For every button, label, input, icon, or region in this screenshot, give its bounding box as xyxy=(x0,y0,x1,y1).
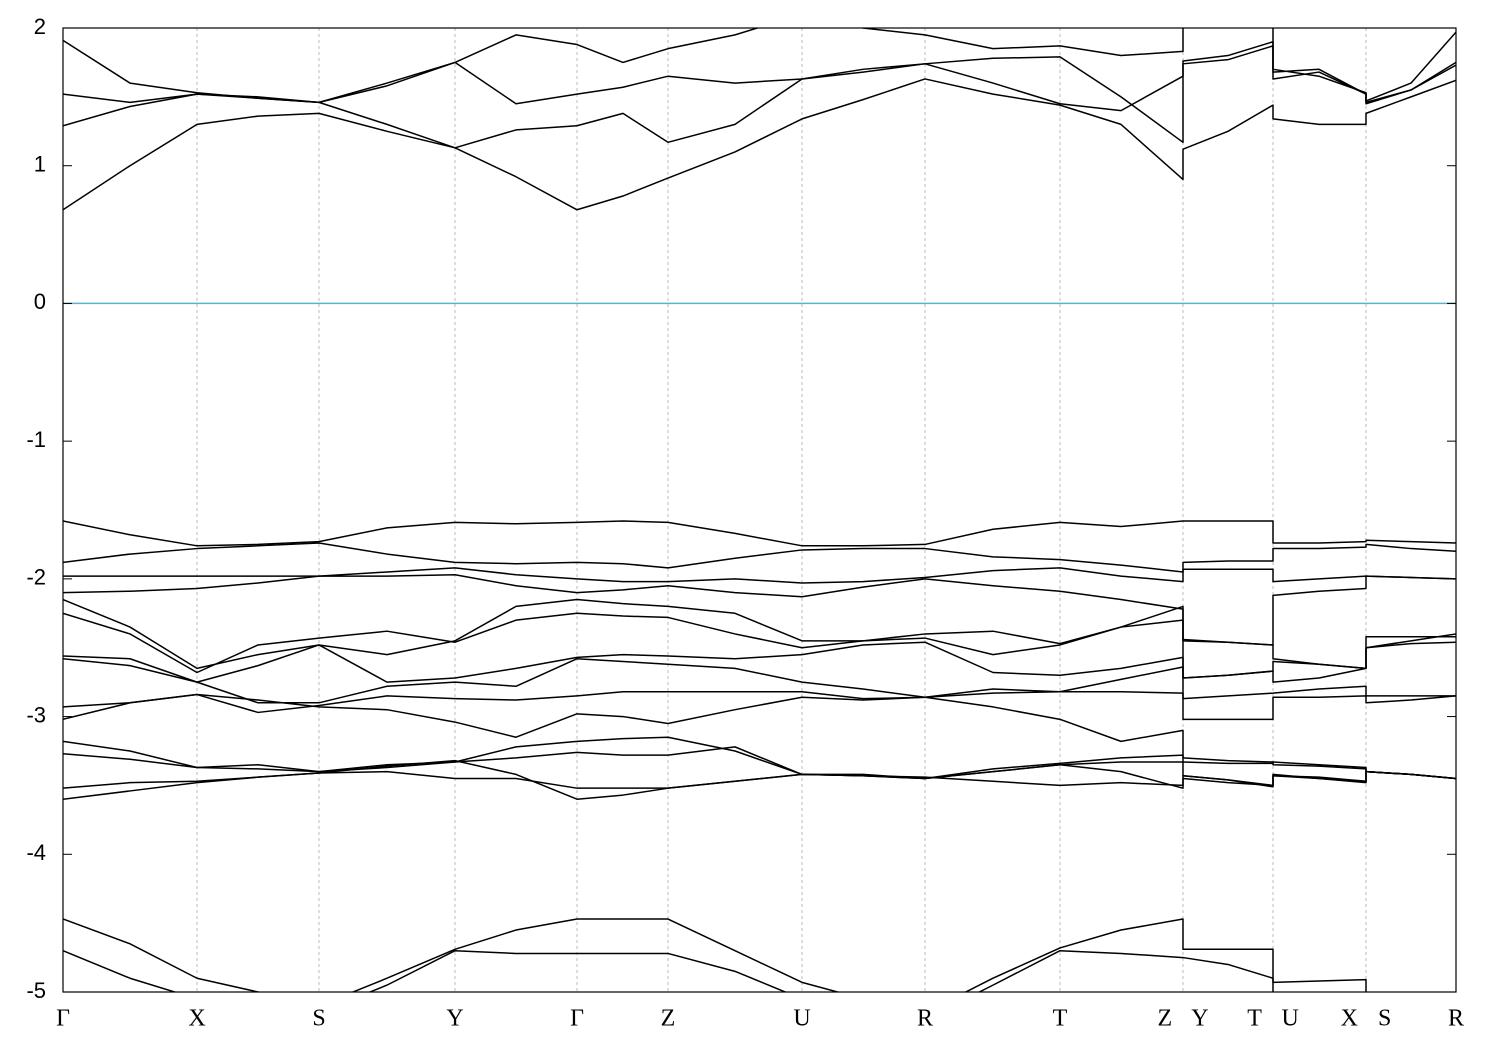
band-line xyxy=(63,520,1456,547)
y-tick-label: -2 xyxy=(26,565,46,590)
plot-frame xyxy=(62,27,1457,993)
band-line xyxy=(63,45,1456,149)
axes: -5 -4 -3 -2 -1 0 1 2 Γ X S Y Γ Z U R T Z Y T U X S R xyxy=(26,14,1464,1032)
x-tick-label: Γ xyxy=(570,1006,584,1032)
y-tick-label: -3 xyxy=(26,702,46,727)
x-tick-label: T xyxy=(1053,1006,1068,1032)
band-line xyxy=(63,567,1456,584)
y-tick-label: -5 xyxy=(26,978,46,1003)
band-line xyxy=(63,641,1456,683)
y-tick-label: -4 xyxy=(26,840,46,865)
band-line xyxy=(63,41,1456,112)
x-tick-label: X S xyxy=(1341,1006,1392,1032)
x-tick-label: S xyxy=(312,1006,325,1032)
band-line xyxy=(63,78,1456,211)
band-line xyxy=(63,573,1456,646)
x-tick-label: Z Y xyxy=(1157,1006,1208,1032)
x-tick-label: Z xyxy=(661,1006,676,1032)
bands xyxy=(63,28,1456,992)
band-line xyxy=(63,28,1456,104)
band-line xyxy=(63,918,1367,992)
band-line xyxy=(63,657,1456,704)
band-line xyxy=(63,693,1456,780)
x-tick-label: Y xyxy=(446,1006,463,1032)
band-line xyxy=(63,746,1456,780)
x-tick-label: R xyxy=(1448,1006,1464,1032)
y-tick-label: -1 xyxy=(26,427,46,452)
band-line xyxy=(63,770,1456,789)
x-tick-label: T U xyxy=(1247,1006,1299,1032)
grid xyxy=(62,28,1457,992)
x-tick-label: U xyxy=(793,1006,810,1032)
y-tick-label: 0 xyxy=(34,289,46,314)
band-line xyxy=(63,605,1456,674)
y-tick-label: 2 xyxy=(34,14,46,39)
band-line xyxy=(63,759,1456,800)
x-tick-label: R xyxy=(917,1006,933,1032)
x-tick-label: X xyxy=(188,1006,205,1032)
band-line xyxy=(63,542,1456,573)
band-line xyxy=(63,598,1456,679)
x-tick-label: Γ xyxy=(56,1006,70,1032)
y-tick-label: 1 xyxy=(34,152,46,177)
